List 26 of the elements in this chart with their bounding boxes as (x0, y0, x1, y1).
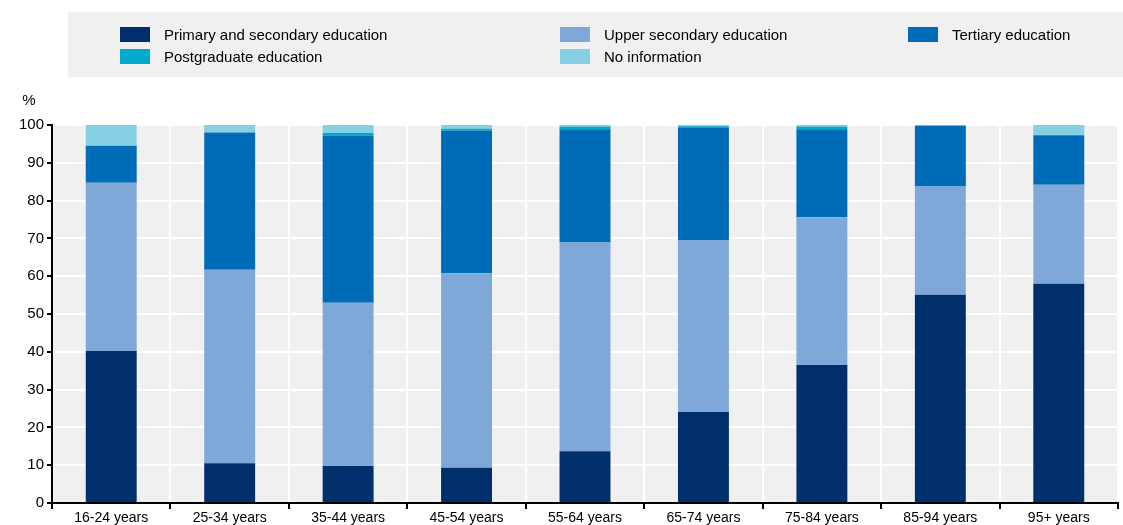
x-tick-label: 25-34 years (192, 509, 267, 525)
legend-label: Upper secondary education (604, 25, 788, 43)
x-tick-label: 55-64 years (548, 509, 622, 525)
x-tick-label: 65-74 years (666, 509, 741, 525)
legend-label: No information (604, 47, 702, 65)
y-tick-label: 20 (27, 417, 44, 435)
legend-label: Tertiary education (952, 25, 1071, 43)
y-tick-label: 10 (27, 455, 44, 473)
legend-label: Primary and secondary education (164, 25, 388, 43)
y-tick-label: 40 (27, 341, 44, 359)
x-tick-label: 95+ years (1027, 509, 1090, 525)
x-tick-label: 45-54 years (429, 509, 504, 525)
y-axis-title: % (22, 91, 36, 109)
x-tick-label: 75-84 years (784, 509, 859, 525)
x-tick-label: 35-44 years (311, 509, 386, 525)
y-tick-label: 30 (27, 379, 44, 397)
y-tick-label: 90 (27, 152, 44, 170)
y-tick-label: 60 (27, 266, 44, 284)
legend-label: Postgraduate education (164, 47, 323, 65)
y-tick-label: 50 (27, 304, 44, 322)
y-tick-label: 70 (27, 228, 44, 246)
y-tick-label: 80 (27, 190, 44, 208)
y-tick-label: 100 (18, 115, 44, 133)
x-tick-label: 85-94 years (903, 509, 978, 525)
y-tick-label: 0 (35, 493, 44, 511)
x-tick-label: 16-24 years (74, 509, 149, 525)
